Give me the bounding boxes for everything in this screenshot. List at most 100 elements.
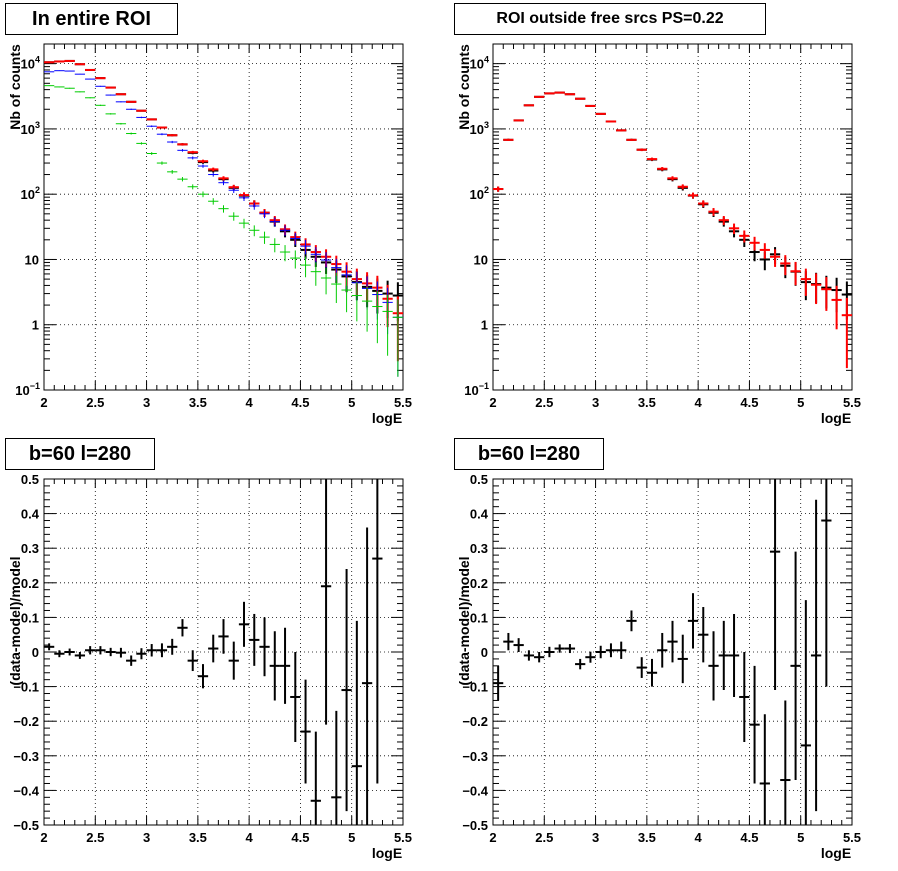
series-0 [44,59,403,322]
y-tick-label: 0 [481,645,488,660]
data-point [310,247,321,264]
data-point [759,714,770,825]
y-tick-label: 10−1 [464,381,489,398]
y-tick-label: −0.2 [13,714,39,729]
x-tick-label: 2.5 [535,395,553,410]
data-point [392,299,403,377]
chart-title: In entire ROI [5,3,178,35]
data-point [800,268,811,296]
x-tick-label: 3 [143,395,150,410]
data-point [544,646,555,658]
data-point [523,104,535,107]
y-tick-label: 0.2 [470,576,488,591]
data-point [269,631,280,701]
data-point [249,613,260,666]
data-point [167,140,178,144]
data-point [115,647,127,658]
data-point [249,202,260,210]
data-point [780,700,791,825]
data-point [698,200,709,208]
data-point [646,658,658,687]
data-point [218,619,229,654]
data-point [769,479,781,691]
chart-title: b=60 l=280 [5,438,155,470]
y-tick-label-base: 10 [470,122,484,137]
data-point [361,286,373,332]
y-tick-label-exp: 2 [484,185,489,195]
y-tick-label: −0.5 [13,818,39,833]
y-tick-label-base: 10 [21,57,35,72]
data-point [85,97,96,99]
data-point [187,184,198,190]
data-point [372,291,383,344]
plot-frame [43,43,404,391]
data-point [739,230,750,243]
data-point [64,59,75,62]
data-point [493,186,504,192]
data-point [687,192,699,199]
y-tick-label-base: 10 [15,383,29,398]
data-point [331,710,342,825]
data-point [269,217,280,227]
data-point [146,118,157,121]
x-axis: 2 2.5 3 3.5 4 4.5 5 5.5 [489,479,861,845]
x-tick-label: 5 [348,830,355,845]
data-point [595,112,606,115]
data-point [44,643,55,651]
data-point [228,212,239,221]
data-point [136,116,147,119]
data-point [156,161,168,165]
panel-counts-entire-roi: 2 2.5 3 3.5 4 4.5 5 5.5 10−1 1 10 102 103 104 logE Nb o… [0,0,449,435]
y-tick-label: 0.4 [21,507,40,522]
y-axis: −0.5 −0.4 −0.3 −0.2 −0.1 0 0.1 0.2 0.3 0.4 0.5 [13,472,403,833]
data-point [95,77,106,80]
data-point [126,655,137,666]
data-point [790,551,801,781]
plot-frame [492,43,853,391]
data-point [208,198,219,205]
data-point [54,60,65,63]
grid [43,44,404,391]
data-point [95,104,106,106]
y-tick-label-base: 10 [464,383,478,398]
data-point [64,648,75,656]
data-point [156,126,168,129]
x-tick-label: 3.5 [189,830,207,845]
y-tick-label-base: 10 [470,57,484,72]
x-tick-label: 5 [797,395,804,410]
x-tick-label: 3 [592,830,599,845]
x-tick-label: 2 [40,830,47,845]
data-point [300,239,311,255]
data-point [382,294,393,356]
y-tick-label-base: 10 [21,122,35,137]
data-point [605,643,617,658]
data-point [156,643,168,658]
data-point [238,194,250,202]
x-tick-label: 3.5 [638,830,656,845]
y-tick-label: −0.1 [13,680,39,695]
x-tick-label: 4.5 [291,830,309,845]
data-point [831,285,842,330]
data-point [218,176,229,181]
y-tick-label: 0 [32,645,39,660]
data-point [320,479,332,725]
data-point [749,236,760,251]
data-point [554,91,565,94]
data-point [575,97,586,100]
data-point [95,646,106,655]
data-point [279,245,291,262]
x-tick-label: 2 [489,830,496,845]
data-point [310,731,321,825]
data-point [105,647,116,657]
data-point [585,651,596,663]
data-point [769,249,781,267]
x-tick-label: 4 [246,830,254,845]
data-point [636,148,647,152]
data-point [667,620,678,663]
data-point [554,644,565,653]
data-point [320,267,332,295]
data-point [300,679,311,784]
data-point [177,619,188,637]
data-point [177,143,188,146]
